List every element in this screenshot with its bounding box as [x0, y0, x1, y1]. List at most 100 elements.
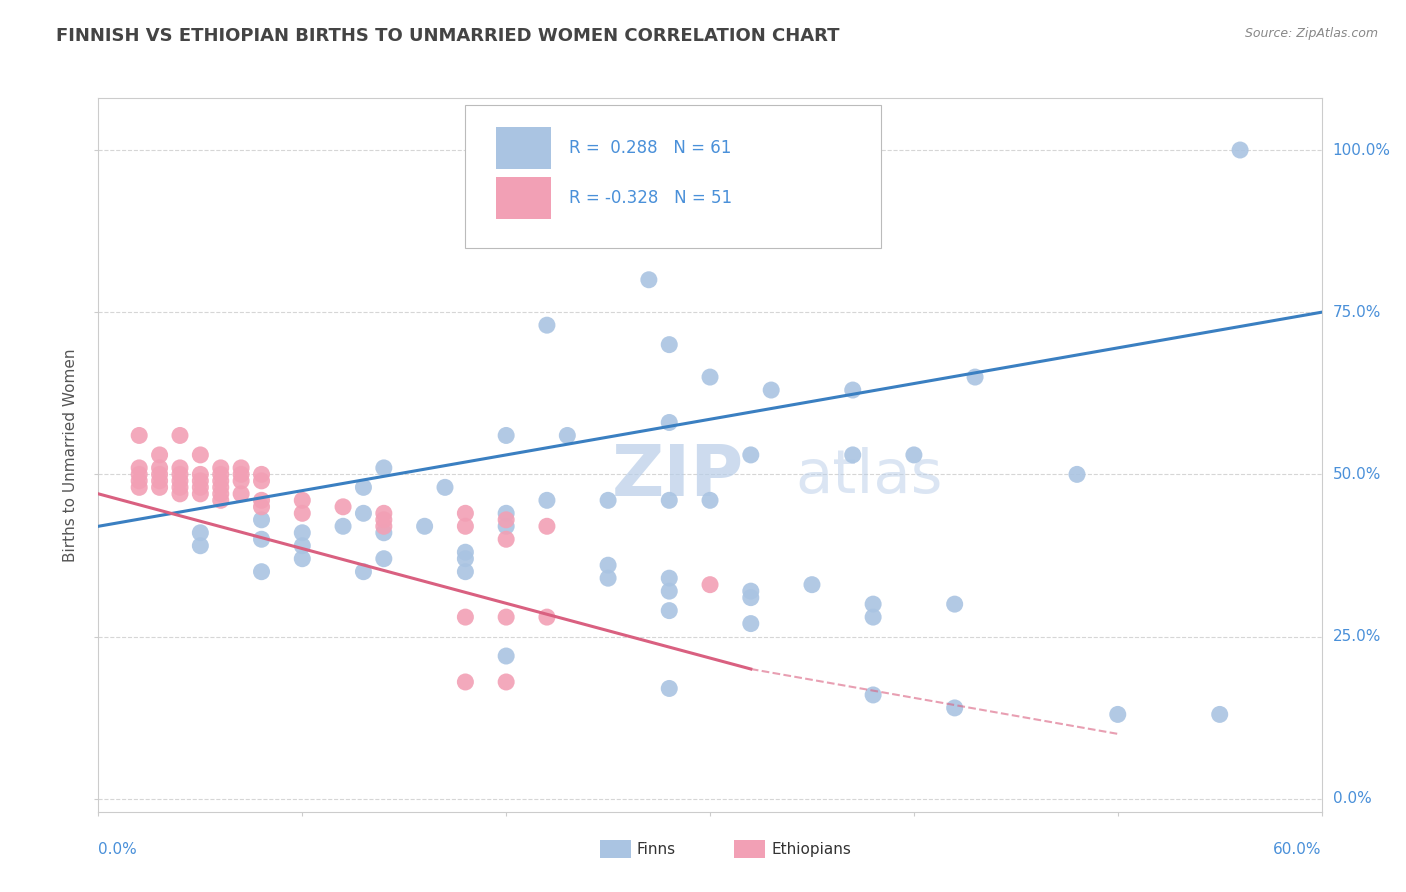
Point [454, 610, 477, 624]
Point [740, 448, 762, 462]
Point [536, 519, 558, 533]
Point [495, 533, 517, 547]
Point [658, 571, 681, 585]
Point [128, 428, 150, 442]
Point [740, 616, 762, 631]
Point [373, 461, 395, 475]
Point [740, 591, 762, 605]
Y-axis label: Births to Unmarried Women: Births to Unmarried Women [63, 348, 79, 562]
Point [740, 584, 762, 599]
Point [188, 467, 212, 482]
Point [413, 519, 436, 533]
Point [1229, 143, 1251, 157]
Point [943, 597, 966, 611]
Point [250, 513, 273, 527]
Point [1208, 707, 1232, 722]
Point [352, 506, 374, 520]
Point [1066, 467, 1088, 482]
Point [943, 701, 966, 715]
Point [169, 467, 191, 482]
Text: Source: ZipAtlas.com: Source: ZipAtlas.com [1244, 27, 1378, 40]
Point [291, 551, 314, 566]
Point [250, 565, 273, 579]
Point [658, 604, 681, 618]
Point [169, 461, 191, 475]
Point [332, 519, 354, 533]
Point [596, 571, 619, 585]
FancyBboxPatch shape [600, 840, 630, 858]
Point [291, 525, 314, 540]
Point [352, 480, 374, 494]
Point [555, 428, 579, 442]
Point [291, 493, 314, 508]
Point [231, 467, 253, 482]
Text: 75.0%: 75.0% [1333, 305, 1381, 319]
Point [454, 675, 477, 690]
Text: Finns: Finns [637, 842, 676, 857]
Point [699, 493, 721, 508]
Point [291, 539, 314, 553]
Point [128, 467, 150, 482]
Text: ZIP: ZIP [612, 442, 744, 511]
Point [250, 533, 273, 547]
FancyBboxPatch shape [496, 127, 551, 169]
Point [231, 487, 253, 501]
Point [637, 273, 661, 287]
Point [536, 318, 558, 333]
Point [759, 383, 782, 397]
Point [209, 461, 232, 475]
Text: FINNISH VS ETHIOPIAN BIRTHS TO UNMARRIED WOMEN CORRELATION CHART: FINNISH VS ETHIOPIAN BIRTHS TO UNMARRIED… [56, 27, 839, 45]
Point [454, 519, 477, 533]
Point [169, 428, 191, 442]
Point [658, 337, 681, 351]
Point [169, 480, 191, 494]
Point [862, 688, 884, 702]
Point [231, 474, 253, 488]
Point [433, 480, 456, 494]
Point [699, 577, 721, 591]
Text: 0.0%: 0.0% [1333, 791, 1371, 806]
Point [699, 370, 721, 384]
Point [231, 461, 253, 475]
Point [188, 525, 212, 540]
Point [454, 506, 477, 520]
Text: atlas: atlas [796, 447, 943, 506]
Point [128, 480, 150, 494]
Point [128, 461, 150, 475]
Point [495, 428, 517, 442]
Text: R =  0.288   N = 61: R = 0.288 N = 61 [569, 139, 731, 157]
Point [454, 565, 477, 579]
Point [454, 551, 477, 566]
Point [209, 467, 232, 482]
Point [495, 519, 517, 533]
Point [128, 474, 150, 488]
Point [658, 416, 681, 430]
Point [862, 597, 884, 611]
Point [596, 493, 619, 508]
Point [188, 448, 212, 462]
Point [188, 480, 212, 494]
FancyBboxPatch shape [465, 105, 882, 248]
Point [495, 648, 517, 663]
Text: Ethiopians: Ethiopians [772, 842, 851, 857]
FancyBboxPatch shape [496, 177, 551, 219]
FancyBboxPatch shape [734, 840, 765, 858]
Point [149, 480, 172, 494]
Point [149, 467, 172, 482]
Point [188, 539, 212, 553]
Point [454, 545, 477, 559]
Point [373, 513, 395, 527]
Point [373, 551, 395, 566]
Point [169, 474, 191, 488]
Point [965, 370, 987, 384]
Text: 0.0%: 0.0% [98, 842, 138, 857]
Point [149, 474, 172, 488]
Point [250, 500, 273, 514]
Point [495, 506, 517, 520]
Text: R = -0.328   N = 51: R = -0.328 N = 51 [569, 189, 733, 207]
Point [903, 448, 925, 462]
Point [291, 506, 314, 520]
Point [332, 500, 354, 514]
Point [209, 474, 232, 488]
Point [862, 610, 884, 624]
